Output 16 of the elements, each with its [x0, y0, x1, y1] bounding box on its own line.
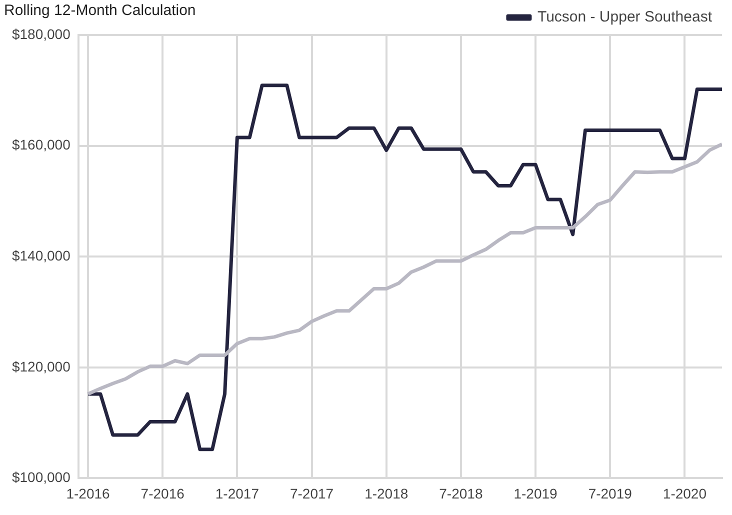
y-tick-label: $180,000 [12, 26, 71, 42]
x-tick-label: 1-2019 [514, 485, 558, 502]
x-tick-label: 7-2016 [140, 485, 185, 502]
x-tick-label: 7-2017 [290, 485, 334, 502]
x-tick-label: 1-2016 [66, 485, 110, 502]
x-tick-label: 1-2020 [662, 485, 707, 502]
x-tick-label: 1-2017 [215, 485, 260, 502]
x-tick-label: 7-2018 [439, 485, 483, 502]
x-tick-label: 7-2019 [588, 485, 632, 502]
legend-label: Tucson - Upper Southeast [537, 8, 713, 26]
y-tick-label: $120,000 [12, 358, 71, 374]
chart-title: Rolling 12-Month Calculation [4, 2, 196, 19]
y-tick-label: $160,000 [12, 136, 71, 153]
y-tick-label: $140,000 [12, 247, 71, 264]
y-tick-label: $100,000 [12, 469, 71, 486]
x-tick-label: 1-2018 [364, 485, 408, 502]
